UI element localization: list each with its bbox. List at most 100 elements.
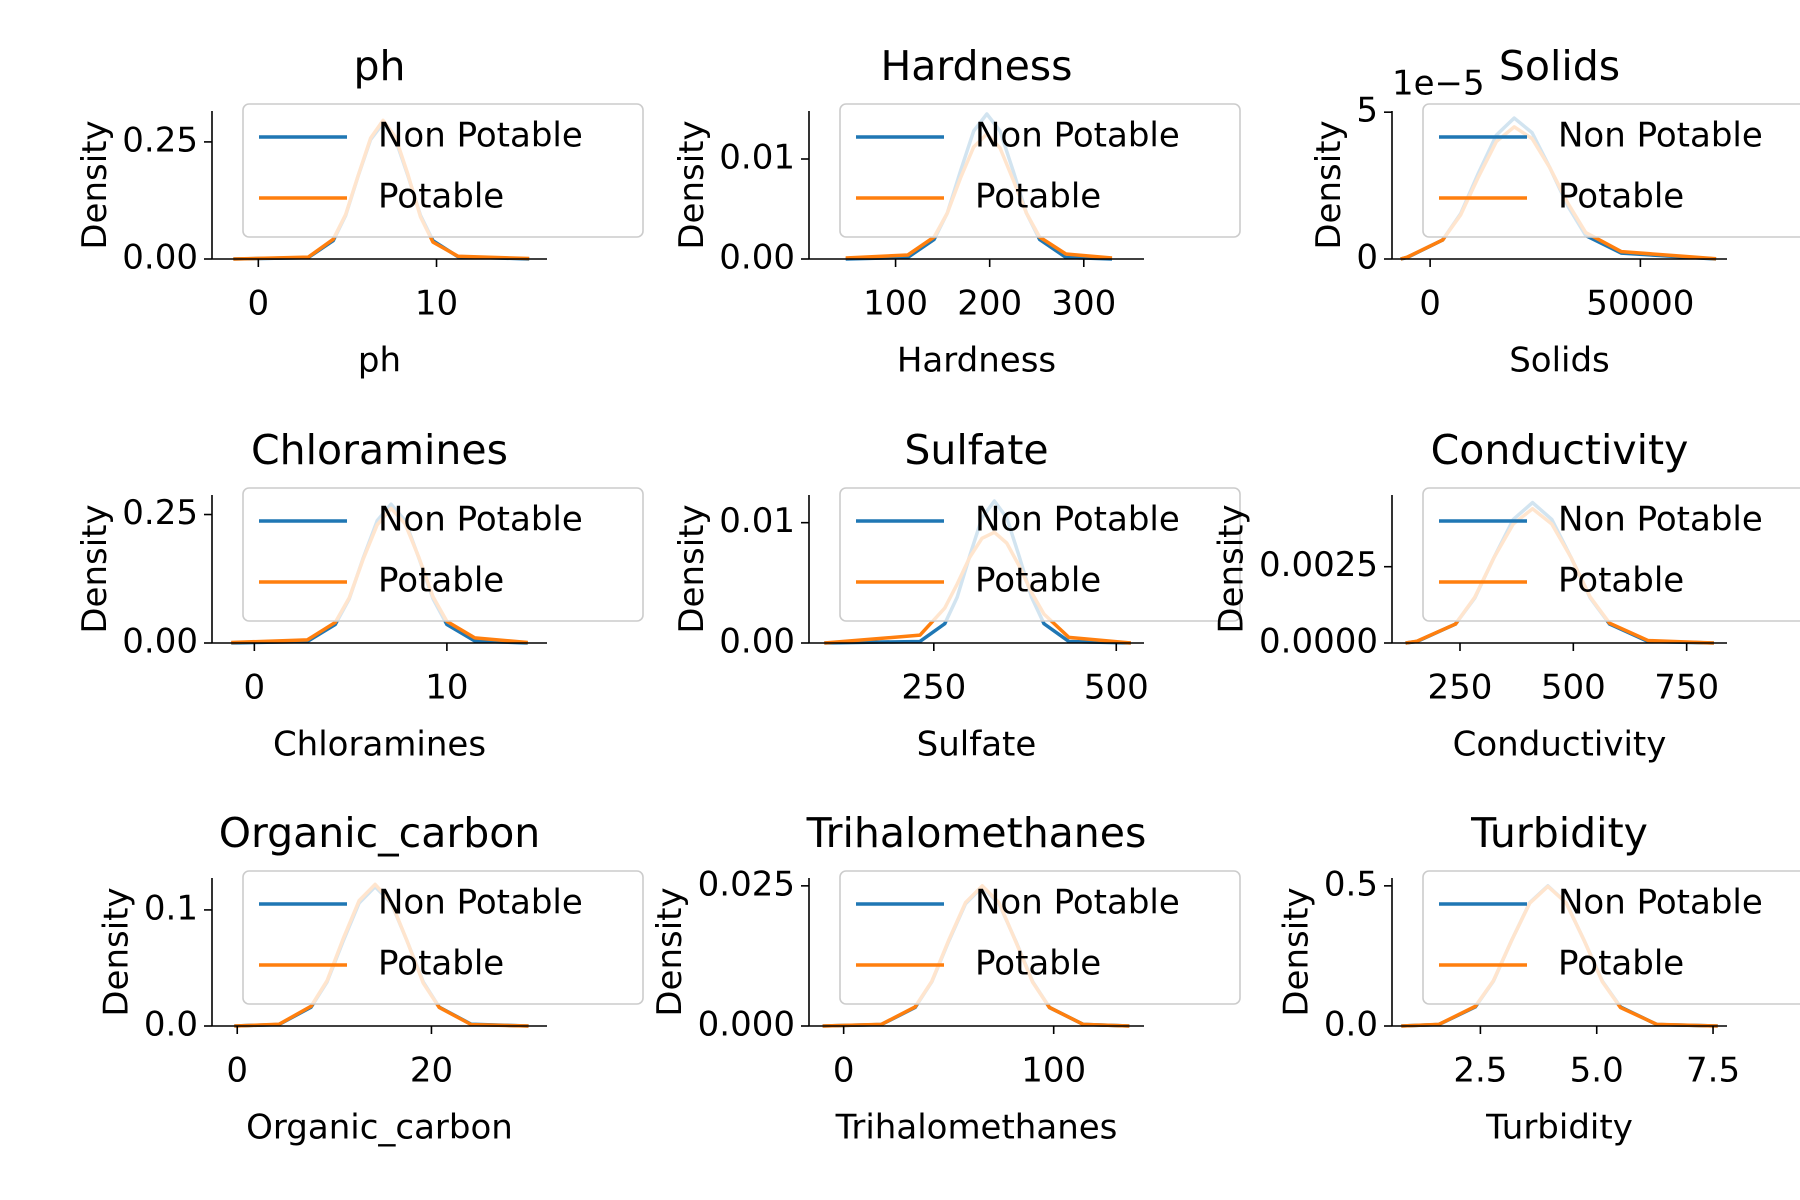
legend-label: Potable: [1558, 177, 1684, 217]
legend: Non Potable Potable: [1422, 487, 1800, 622]
legend-label: Potable: [378, 944, 504, 984]
x-tick-label: 10: [425, 668, 468, 708]
x-tick-label: 10: [415, 284, 458, 324]
x-tick-label: 0: [244, 668, 266, 708]
y-tick-label: 0.25: [122, 120, 198, 160]
x-axis-label: Sulfate: [917, 725, 1037, 765]
subplot: 0.0 0.1 0 20 Organic_carbon Organic_carbon Den…: [96, 809, 644, 1148]
legend-label: Potable: [975, 944, 1101, 984]
x-tick-label: 0: [226, 1051, 248, 1091]
x-tick-label: 0: [1419, 284, 1441, 324]
legend: Non Potable Potable: [839, 103, 1241, 238]
subplot: 0.00 0.25 0 10 Chloramines Chloramines Density…: [75, 426, 644, 765]
subplot: 0 5 0 50000 1e−5 Solids Solids Density Non Potab…: [1309, 42, 1800, 381]
y-axis-label: Density: [96, 887, 136, 1016]
legend-label: Potable: [378, 561, 504, 601]
y-tick-label: 5: [1356, 91, 1378, 131]
x-axis-label: ph: [358, 341, 401, 381]
y-tick-label: 0.1: [144, 888, 198, 928]
subplot: 0.00 0.01 250 500 Sulfate Sulfate Density Non P…: [672, 426, 1241, 765]
legend-label: Non Potable: [378, 116, 583, 156]
x-axis-label: Hardness: [897, 341, 1056, 381]
legend-label: Non Potable: [975, 500, 1180, 540]
y-axis-label: Density: [672, 504, 712, 633]
y-tick-label: 0.0: [1324, 1005, 1378, 1045]
x-axis-label: Trihalomethanes: [835, 1108, 1118, 1148]
x-tick-label: 100: [863, 284, 928, 324]
legend-label: Potable: [378, 177, 504, 217]
legend-label: Potable: [1558, 944, 1684, 984]
axis-title: Organic_carbon: [219, 809, 541, 857]
y-tick-label: 0.00: [122, 238, 198, 278]
legend-label: Non Potable: [378, 883, 583, 923]
y-tick-label: 0.00: [719, 238, 795, 278]
subplot: 0.000 0.025 0 100 Trihalomethanes Trihalometh…: [650, 809, 1241, 1148]
y-tick-label: 0.025: [698, 864, 795, 904]
legend: Non Potable Potable: [242, 103, 644, 238]
y-axis-label: Density: [1309, 120, 1349, 249]
subplot: 0.00 0.01 100 200 300 Hardness Hardness Density…: [672, 42, 1241, 381]
y-tick-label: 0.0: [144, 1005, 198, 1045]
x-tick-label: 2.5: [1453, 1051, 1507, 1091]
x-tick-label: 0: [833, 1051, 855, 1091]
subplot: 0.00 0.25 0 10 ph ph Density Non Potable Potable: [75, 42, 644, 381]
legend-label: Non Potable: [1558, 883, 1763, 923]
legend-label: Non Potable: [1558, 500, 1763, 540]
legend-label: Non Potable: [1558, 116, 1763, 156]
x-tick-label: 100: [1021, 1051, 1086, 1091]
y-axis-label: Density: [75, 120, 115, 249]
x-tick-label: 300: [1051, 284, 1116, 324]
x-axis-label: Solids: [1509, 341, 1610, 381]
y-tick-label: 0.01: [719, 501, 795, 541]
legend-label: Potable: [975, 177, 1101, 217]
x-tick-label: 200: [957, 284, 1022, 324]
axis-title: ph: [353, 42, 405, 90]
x-tick-label: 20: [410, 1051, 453, 1091]
y-tick-label: 0.00: [719, 622, 795, 662]
x-axis-label: Conductivity: [1453, 725, 1667, 765]
subplot: 0.0000 0.0025 250 500 750 Conductivity Conduct…: [1212, 426, 1800, 765]
y-axis-label: Density: [75, 504, 115, 633]
x-tick-label: 5.0: [1570, 1051, 1624, 1091]
y-axis-label: Density: [650, 887, 690, 1016]
x-tick-label: 7.5: [1686, 1051, 1740, 1091]
legend-label: Non Potable: [975, 883, 1180, 923]
axis-title: Turbidity: [1470, 809, 1648, 857]
x-tick-label: 500: [1084, 668, 1149, 708]
y-tick-label: 0.0025: [1259, 545, 1378, 585]
y-axis-label: Density: [672, 120, 712, 249]
legend-label: Potable: [1558, 561, 1684, 601]
axis-title: Sulfate: [904, 426, 1048, 474]
axis-title: Conductivity: [1431, 426, 1689, 474]
legend: Non Potable Potable: [839, 487, 1241, 622]
x-axis-label: Turbidity: [1485, 1108, 1633, 1148]
legend-label: Potable: [975, 561, 1101, 601]
y-offset-label: 1e−5: [1392, 64, 1485, 104]
y-axis-label: Density: [1212, 504, 1252, 633]
axis-title: Solids: [1499, 42, 1620, 90]
y-tick-label: 0.00: [122, 622, 198, 662]
x-tick-label: 250: [1428, 668, 1493, 708]
subplot: 0.0 0.5 2.5 5.0 7.5 Turbidity Turbidity Density…: [1276, 809, 1800, 1148]
legend: Non Potable Potable: [839, 870, 1241, 1005]
x-tick-label: 50000: [1586, 284, 1694, 324]
y-tick-label: 0: [1356, 238, 1378, 278]
y-tick-label: 0.000: [698, 1005, 795, 1045]
x-tick-label: 750: [1654, 668, 1719, 708]
legend-label: Non Potable: [378, 500, 583, 540]
axis-title: Trihalomethanes: [806, 809, 1147, 857]
x-axis-label: Organic_carbon: [246, 1108, 513, 1148]
legend: Non Potable Potable: [1422, 103, 1800, 238]
y-tick-label: 0.5: [1324, 864, 1378, 904]
legend: Non Potable Potable: [1422, 870, 1800, 1005]
x-tick-label: 0: [248, 284, 270, 324]
axis-title: Hardness: [880, 42, 1072, 90]
x-tick-label: 500: [1541, 668, 1606, 708]
x-axis-label: Chloramines: [273, 725, 486, 765]
y-tick-label: 0.0000: [1259, 622, 1378, 662]
legend: Non Potable Potable: [242, 870, 644, 1005]
x-tick-label: 250: [901, 668, 966, 708]
legend-label: Non Potable: [975, 116, 1180, 156]
